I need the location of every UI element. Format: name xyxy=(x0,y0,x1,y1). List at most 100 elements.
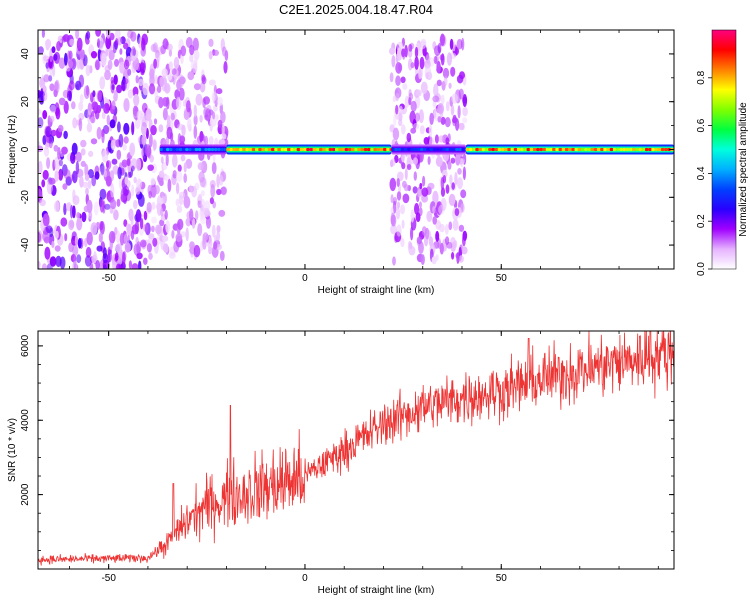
noise-blob xyxy=(462,166,466,180)
noise-blob xyxy=(80,148,86,156)
noise-blob xyxy=(444,224,449,235)
noise-blob xyxy=(432,206,436,214)
noise-blob xyxy=(148,233,155,240)
noise-blob xyxy=(432,216,438,225)
noise-blob xyxy=(424,65,432,79)
noise-blob xyxy=(110,80,115,94)
noise-blob xyxy=(141,38,146,51)
noise-blob xyxy=(127,171,132,178)
carrier-cell xyxy=(267,147,272,152)
noise-blob xyxy=(151,201,156,210)
noise-blob xyxy=(389,72,394,83)
carrier-cell xyxy=(207,147,212,152)
carrier-cell xyxy=(484,147,489,152)
noise-blob xyxy=(457,177,463,190)
noise-blob xyxy=(73,255,77,269)
carrier-cell xyxy=(520,147,524,152)
noise-blob xyxy=(402,83,408,90)
noise-blob xyxy=(150,125,157,136)
carrier-cell xyxy=(638,147,643,152)
noise-blob xyxy=(460,189,467,199)
noise-blob xyxy=(216,230,221,241)
noise-blob xyxy=(122,251,126,266)
noise-blob xyxy=(167,178,172,193)
noise-blob xyxy=(419,182,423,190)
noise-blob xyxy=(54,81,59,91)
spectrogram-panel: -50 0 50 -40 -20 0 20 40 Height of straight lin… xyxy=(7,29,675,296)
noise-blob xyxy=(98,232,103,243)
noise-blob xyxy=(159,219,165,227)
noise-blob xyxy=(408,44,413,52)
carrier-cell xyxy=(532,147,537,152)
noise-blob xyxy=(211,224,216,238)
noise-blob xyxy=(389,177,397,192)
noise-blob xyxy=(119,232,125,246)
noise-blob xyxy=(80,160,86,167)
carrier-cell xyxy=(468,147,473,152)
noise-blob xyxy=(157,177,164,186)
noise-blob xyxy=(108,230,116,244)
noise-blob xyxy=(404,44,408,58)
noise-blob xyxy=(204,209,211,218)
noise-blob xyxy=(99,188,107,200)
noise-blob xyxy=(49,256,57,267)
noise-blob xyxy=(445,137,450,145)
noise-blob xyxy=(131,263,139,269)
noise-blob xyxy=(88,211,93,220)
noise-blob xyxy=(419,201,422,208)
carrier-cell xyxy=(571,147,575,152)
noise-blob xyxy=(130,230,135,240)
carrier-cell xyxy=(632,147,636,152)
noise-blob xyxy=(134,117,141,129)
noise-blob xyxy=(113,74,118,85)
noise-blob xyxy=(191,218,196,229)
noise-blob xyxy=(436,79,442,87)
noise-blob xyxy=(401,162,406,170)
noise-blob xyxy=(187,118,192,131)
carrier-cell xyxy=(574,147,579,152)
carrier-cell xyxy=(651,147,655,152)
carrier-cell xyxy=(296,147,301,152)
noise-blob xyxy=(105,103,110,111)
noise-blob xyxy=(393,114,397,127)
carrier-cell xyxy=(536,147,540,152)
noise-blob xyxy=(152,237,158,247)
noise-blob xyxy=(398,118,403,127)
noise-blob xyxy=(42,90,48,102)
noise-blob xyxy=(185,158,193,169)
noise-blob xyxy=(131,121,135,136)
carrier-cell xyxy=(488,147,492,152)
noise-blob xyxy=(93,251,97,263)
noise-blob xyxy=(389,47,395,55)
snr-frame xyxy=(37,330,675,570)
colorbar-label: Normalized spectral amplitude xyxy=(738,102,749,237)
carrier-cell xyxy=(204,147,208,152)
noise-blob xyxy=(170,112,175,121)
noise-blob xyxy=(50,129,57,137)
noise-blob xyxy=(183,162,187,173)
colorbar-tick-label: 0.8 xyxy=(696,70,707,84)
noise-blob xyxy=(437,43,442,54)
noise-blob xyxy=(216,88,223,95)
carrier-cell xyxy=(432,147,437,152)
noise-blob xyxy=(156,85,162,93)
carrier-cell xyxy=(169,147,173,152)
noise-blob xyxy=(200,198,205,208)
carrier-cell xyxy=(264,147,269,152)
noise-blob xyxy=(148,190,153,199)
carrier-cell xyxy=(545,147,550,152)
noise-blob xyxy=(53,144,59,152)
noise-blob xyxy=(414,46,419,58)
noise-blob xyxy=(432,95,440,103)
carrier-cell xyxy=(451,147,456,152)
noise-blob xyxy=(208,109,214,116)
noise-blob xyxy=(38,260,41,269)
noise-blob xyxy=(440,33,445,46)
noise-blob xyxy=(42,110,48,120)
noise-blob xyxy=(390,194,394,204)
carrier-cell xyxy=(280,147,285,152)
noise-blob xyxy=(419,125,425,135)
noise-blob xyxy=(209,197,214,205)
noise-blob xyxy=(192,37,199,52)
noise-blob xyxy=(462,106,468,117)
